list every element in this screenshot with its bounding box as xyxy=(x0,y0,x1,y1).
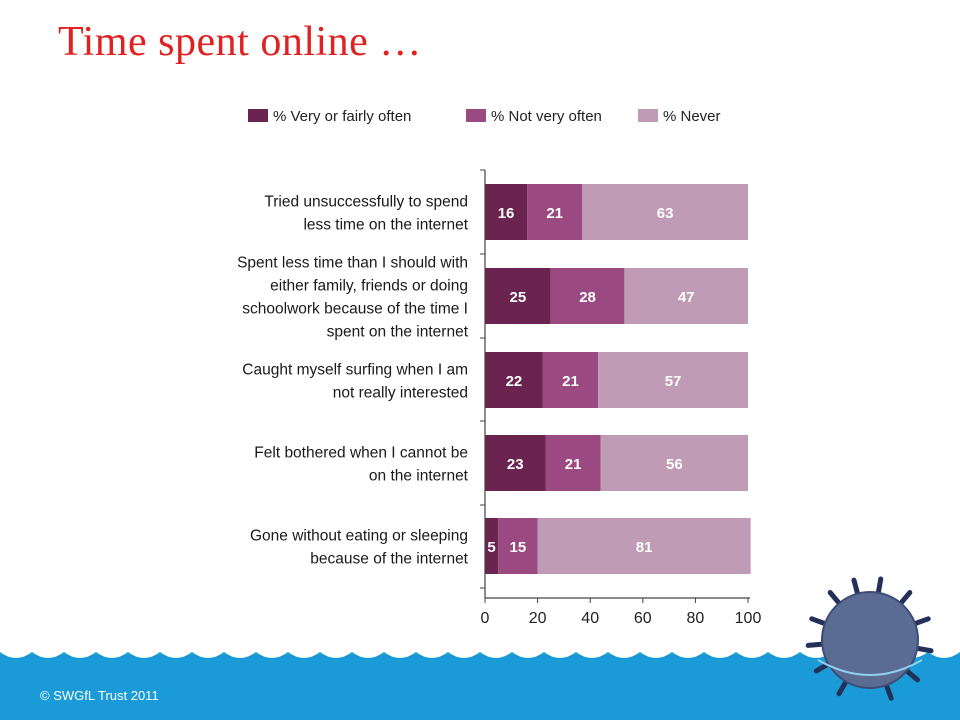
legend-label-1: % Very or fairly often xyxy=(273,108,411,125)
bar-segment-1-2 xyxy=(527,184,583,240)
bar-segment-2-3 xyxy=(624,268,748,324)
slide-title: Time spent online … xyxy=(58,19,422,65)
category-label-4: Felt bothered when I cannot be on the int… xyxy=(254,445,468,485)
category-label-1: Tried unsuccessfully to spend less time o… xyxy=(264,194,468,234)
bar-segment-3-1 xyxy=(485,352,543,408)
bar-segment-4-1 xyxy=(485,435,546,491)
legend-swatch-1 xyxy=(248,109,268,122)
bar-segment-4-3 xyxy=(600,435,748,491)
bar-value-label-2-3: 47 xyxy=(678,289,695,306)
legend-swatch-3 xyxy=(638,109,658,122)
bar-value-label-1-2: 21 xyxy=(546,205,563,222)
bar-value-label-5-2: 15 xyxy=(510,539,527,556)
bar-value-label-4-2: 21 xyxy=(565,456,582,473)
bar-value-label-4-3: 56 xyxy=(666,456,683,473)
legend-swatch-2 xyxy=(466,109,486,122)
bar-segment-2-2 xyxy=(550,268,625,324)
bar-segment-5-3 xyxy=(537,518,751,574)
legend-label-3: % Never xyxy=(663,108,721,125)
bar-segment-3-2 xyxy=(542,352,599,408)
bar-value-label-4-1: 23 xyxy=(507,456,524,473)
bar-value-label-5-3: 81 xyxy=(636,539,653,556)
x-tick-label-1: 0 xyxy=(481,610,490,627)
bar-value-label-2-1: 25 xyxy=(510,289,527,306)
bar-value-label-3-3: 57 xyxy=(665,373,682,390)
copyright-footer: © SWGfL Trust 2011 xyxy=(40,688,159,703)
bar-value-label-5-1: 5 xyxy=(487,539,495,556)
category-label-2: Spent less time than I should with either… xyxy=(237,255,469,341)
bar-segment-3-3 xyxy=(598,352,748,408)
legend-label-2: % Not very often xyxy=(491,108,602,125)
bar-value-label-1-1: 16 xyxy=(498,205,515,222)
bar-segment-1-3 xyxy=(582,184,748,240)
x-tick-label-5: 80 xyxy=(687,610,705,627)
x-tick-label-2: 20 xyxy=(529,610,547,627)
bar-segment-1-1 xyxy=(485,184,528,240)
x-tick-label-4: 60 xyxy=(634,610,652,627)
x-tick-label-6: 100 xyxy=(735,610,762,627)
bar-value-label-2-2: 28 xyxy=(579,289,596,306)
bar-segment-4-2 xyxy=(545,435,601,491)
bar-segment-5-2 xyxy=(498,518,538,574)
x-tick-label-3: 40 xyxy=(581,610,599,627)
bar-value-label-3-1: 22 xyxy=(506,373,523,390)
bar-value-label-1-3: 63 xyxy=(657,205,674,222)
bar-segment-5-1 xyxy=(485,518,499,574)
category-label-5: Gone without eating or sleeping because o… xyxy=(250,528,469,568)
bar-segment-2-1 xyxy=(485,268,551,324)
bar-value-label-3-2: 21 xyxy=(562,373,579,390)
category-label-3: Caught myself surfing when I am not reall… xyxy=(242,362,468,402)
